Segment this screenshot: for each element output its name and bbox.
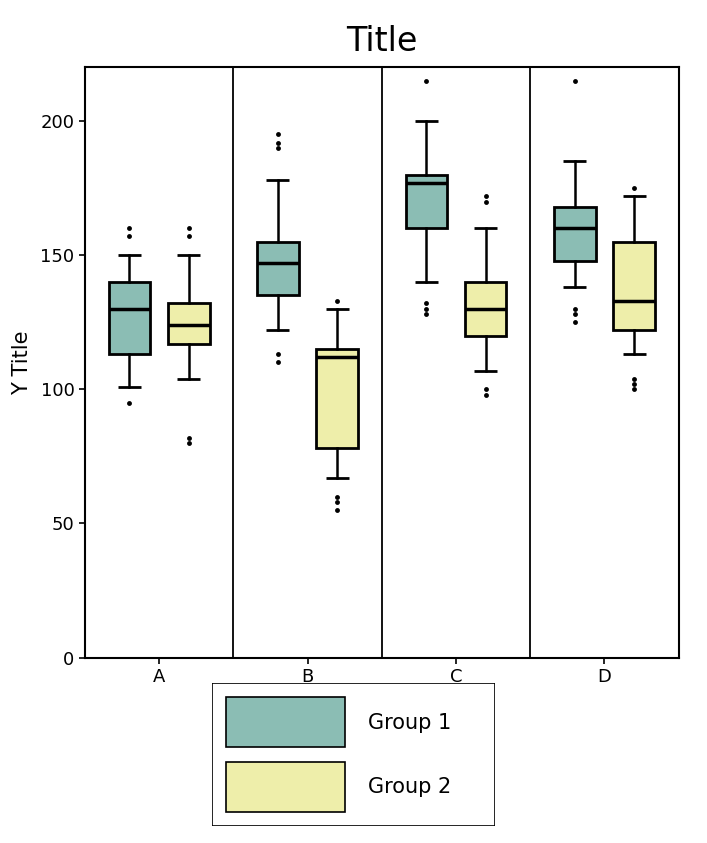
Y-axis label: Y Title: Y Title xyxy=(12,330,32,395)
Bar xyxy=(226,762,345,812)
Bar xyxy=(614,242,655,330)
Bar xyxy=(168,303,209,344)
Bar xyxy=(554,207,595,260)
Title: Title: Title xyxy=(346,24,417,58)
Bar xyxy=(406,175,447,228)
Bar xyxy=(257,242,298,295)
Bar xyxy=(317,349,358,448)
Bar xyxy=(109,282,150,354)
Bar xyxy=(465,282,506,336)
Text: Group 2: Group 2 xyxy=(368,777,451,797)
Text: Group 1: Group 1 xyxy=(368,713,451,733)
X-axis label: X Title: X Title xyxy=(349,695,415,714)
Bar xyxy=(226,697,345,747)
